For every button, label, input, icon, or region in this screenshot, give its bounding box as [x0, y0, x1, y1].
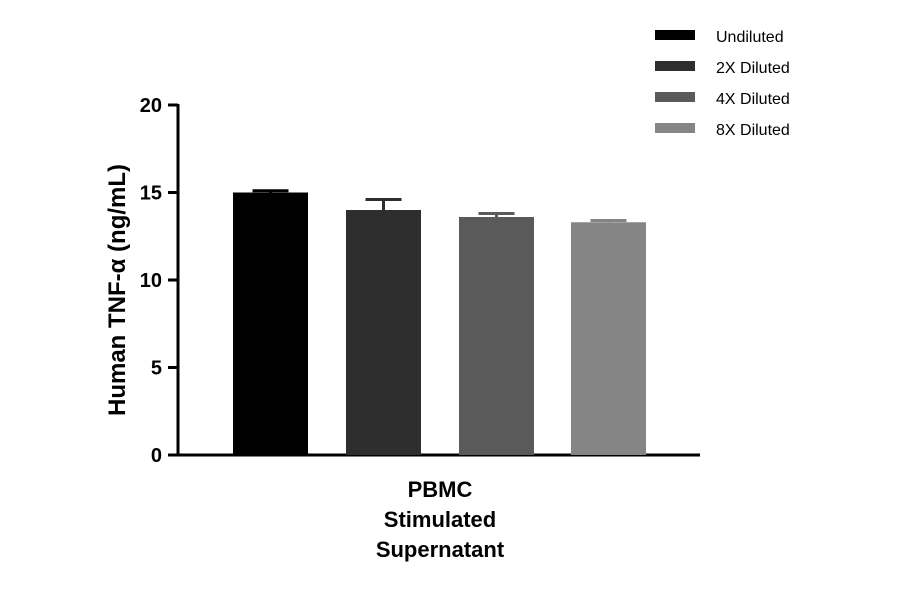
legend-label: 2X Diluted: [716, 60, 790, 77]
bar-undiluted: [233, 192, 308, 455]
legend-swatch: [655, 92, 695, 102]
legend-label: 8X Diluted: [716, 122, 790, 139]
x-category-label: Supernatant: [376, 537, 505, 562]
x-category-label: PBMC: [408, 477, 473, 502]
axes: 0 5 10 15 20 Human TNF-α (ng/mL) PBMC Stimulate…: [104, 95, 700, 562]
y-tick-label: 10: [140, 270, 162, 292]
legend-swatch: [655, 30, 695, 40]
legend-label: 4X Diluted: [716, 91, 790, 108]
bar-4x-diluted: [459, 217, 534, 455]
y-axis-title: Human TNF-α (ng/mL): [104, 164, 131, 416]
bars: [233, 189, 646, 455]
y-tick-label: 5: [151, 358, 162, 380]
legend-swatch: [655, 123, 695, 133]
y-tick-label: 0: [151, 445, 162, 467]
legend-swatch: [655, 61, 695, 71]
legend: Undiluted 2X Diluted 4X Diluted 8X Diluted: [655, 29, 790, 139]
bar-2x-diluted: [346, 210, 421, 455]
y-tick-label: 20: [140, 95, 162, 117]
bar-8x-diluted: [571, 222, 646, 455]
x-category-label: Stimulated: [384, 507, 496, 532]
y-tick-label: 15: [140, 183, 162, 205]
legend-label: Undiluted: [716, 29, 784, 46]
